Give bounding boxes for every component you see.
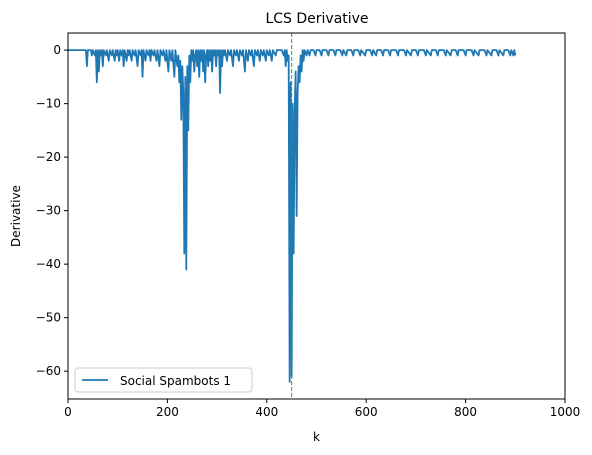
x-tick-label: 200 xyxy=(156,405,179,419)
y-tick-label: −50 xyxy=(36,311,61,325)
y-tick-label: −40 xyxy=(36,257,61,271)
y-tick-label: −10 xyxy=(36,97,61,111)
axes-frame xyxy=(67,32,566,400)
y-axis-label: Derivative xyxy=(9,185,23,247)
x-axis-label: k xyxy=(313,430,320,444)
axis-ticks: 0 200 400 600 800 1000 0 −10 −20 −30 −40 −50 −60 xyxy=(36,43,581,419)
y-tick-label: −20 xyxy=(36,150,61,164)
y-tick-label: −30 xyxy=(36,204,61,218)
x-tick-label: 800 xyxy=(454,405,477,419)
legend-box xyxy=(74,367,253,393)
x-tick-label: 400 xyxy=(255,405,278,419)
y-tick-label: 0 xyxy=(53,43,61,57)
y-tick-label: −60 xyxy=(36,364,61,378)
legend-label: Social Spambots 1 xyxy=(120,374,231,388)
x-tick-label: 600 xyxy=(355,405,378,419)
chart-title: LCS Derivative xyxy=(265,11,368,27)
x-tick-label: 1000 xyxy=(550,405,581,419)
legend: Social Spambots 1 xyxy=(74,367,253,393)
series-line xyxy=(68,49,517,383)
x-tick-label: 0 xyxy=(64,405,72,419)
plot-area xyxy=(68,33,517,399)
